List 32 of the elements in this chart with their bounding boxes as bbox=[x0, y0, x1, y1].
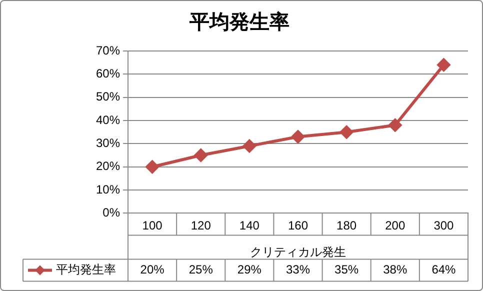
x-tick-label: 120 bbox=[190, 218, 212, 233]
data-label: 20% bbox=[140, 262, 165, 277]
x-tick-label: 200 bbox=[385, 218, 406, 233]
data-label: 35% bbox=[334, 262, 359, 277]
y-tick-label: 50% bbox=[96, 90, 120, 104]
x-tick-label: 180 bbox=[336, 218, 357, 233]
x-tick-label: 300 bbox=[434, 218, 454, 233]
point bbox=[437, 58, 450, 72]
y-tick-label: 30% bbox=[96, 136, 120, 150]
y-tick-label: 10% bbox=[96, 182, 120, 196]
x-tick-label: 140 bbox=[239, 218, 260, 233]
point bbox=[146, 160, 159, 174]
data-label: 29% bbox=[237, 262, 262, 277]
x-tick-label: 100 bbox=[142, 218, 163, 233]
y-tick-label: 70% bbox=[96, 43, 120, 58]
point bbox=[242, 140, 256, 153]
y-tick-label: 20% bbox=[96, 159, 120, 174]
point bbox=[340, 126, 354, 139]
chart-title: 平均発生率 bbox=[188, 10, 290, 34]
y-tick-label: 60% bbox=[96, 66, 120, 80]
point bbox=[388, 118, 402, 132]
data-label: 38% bbox=[383, 262, 408, 277]
y-tick-label: 0% bbox=[102, 206, 120, 220]
point bbox=[292, 130, 304, 144]
y-tick-label: 40% bbox=[96, 112, 120, 127]
legend-label: 平均発生率 bbox=[56, 262, 116, 277]
x-tick-label: 160 bbox=[288, 218, 308, 233]
point bbox=[194, 148, 208, 162]
x-axis-title: クリティカル発生 bbox=[250, 245, 346, 260]
data-label: 64% bbox=[432, 262, 456, 277]
data-label: 25% bbox=[188, 262, 214, 277]
data-label: 33% bbox=[286, 262, 310, 277]
